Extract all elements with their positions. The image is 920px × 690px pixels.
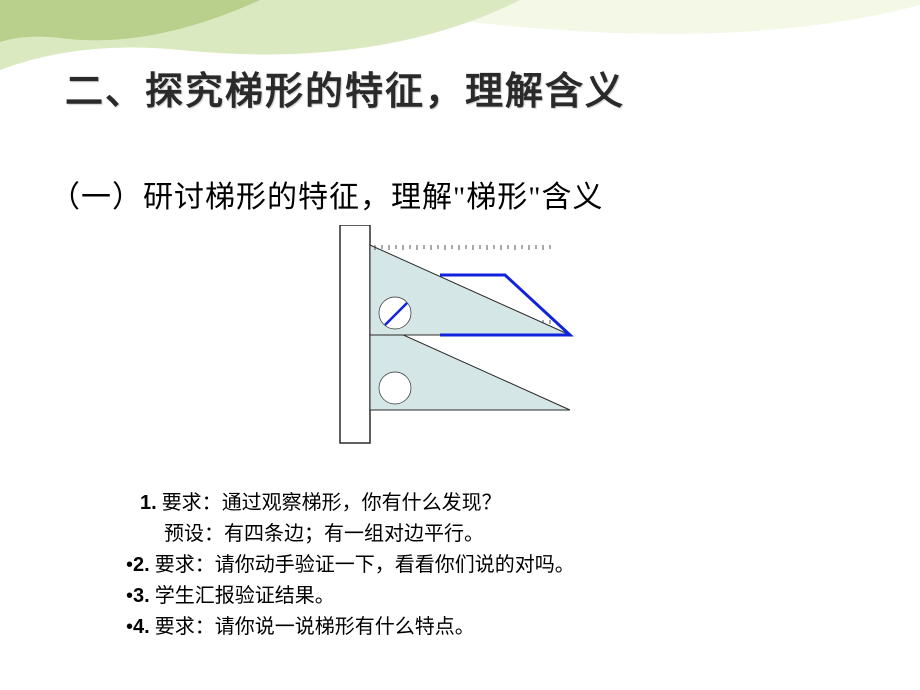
list-item-2: •2. 要求：请你动手验证一下，看看你们说的对吗。 [126, 550, 575, 581]
list-item-4: •4. 要求：请你说一说梯形有什么特点。 [126, 612, 575, 643]
slide-title: 二、探究梯形的特征，理解含义 [65, 60, 625, 115]
set-square-top [370, 245, 570, 335]
list-item-1: 1. 要求：通过观察梯形，你有什么发现？ [140, 488, 575, 519]
list-item-3: •3. 学生汇报验证结果。 [126, 581, 575, 612]
slide-subtitle: （一）研讨梯形的特征，理解"梯形"含义 [50, 172, 604, 216]
task-list: 1. 要求：通过观察梯形，你有什么发现？ 预设：有四条边；有一组对边平行。 •2… [140, 488, 575, 643]
list-item-1-preset: 预设：有四条边；有一组对边平行。 [164, 519, 575, 550]
trapezoid-diagram [290, 225, 640, 445]
